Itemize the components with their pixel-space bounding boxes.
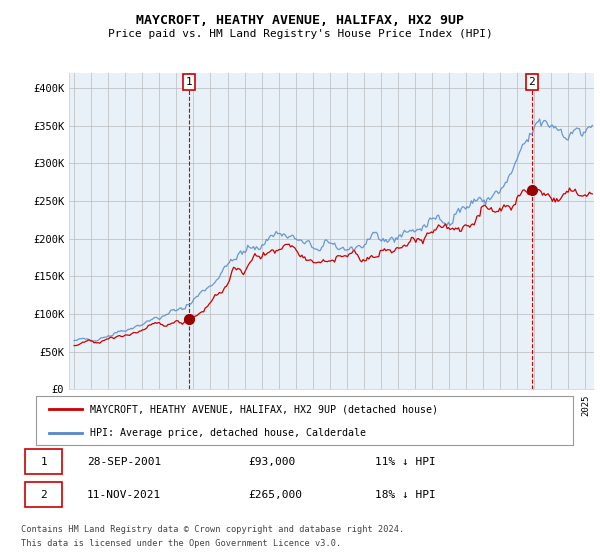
FancyBboxPatch shape (25, 482, 62, 507)
Text: £265,000: £265,000 (248, 489, 302, 500)
FancyBboxPatch shape (25, 449, 62, 474)
Text: 18% ↓ HPI: 18% ↓ HPI (375, 489, 436, 500)
Text: 1: 1 (40, 456, 47, 466)
Text: £93,000: £93,000 (248, 456, 296, 466)
Text: 28-SEP-2001: 28-SEP-2001 (87, 456, 161, 466)
Text: This data is licensed under the Open Government Licence v3.0.: This data is licensed under the Open Gov… (21, 539, 341, 548)
Text: Contains HM Land Registry data © Crown copyright and database right 2024.: Contains HM Land Registry data © Crown c… (21, 525, 404, 534)
Text: 11-NOV-2021: 11-NOV-2021 (87, 489, 161, 500)
FancyBboxPatch shape (36, 396, 573, 445)
Text: HPI: Average price, detached house, Calderdale: HPI: Average price, detached house, Cald… (90, 428, 366, 438)
Text: 1: 1 (186, 77, 193, 87)
Text: MAYCROFT, HEATHY AVENUE, HALIFAX, HX2 9UP (detached house): MAYCROFT, HEATHY AVENUE, HALIFAX, HX2 9U… (90, 404, 438, 414)
Text: Price paid vs. HM Land Registry's House Price Index (HPI): Price paid vs. HM Land Registry's House … (107, 29, 493, 39)
Text: 2: 2 (40, 489, 47, 500)
Text: MAYCROFT, HEATHY AVENUE, HALIFAX, HX2 9UP: MAYCROFT, HEATHY AVENUE, HALIFAX, HX2 9U… (136, 14, 464, 27)
Text: 2: 2 (529, 77, 535, 87)
Text: 11% ↓ HPI: 11% ↓ HPI (375, 456, 436, 466)
